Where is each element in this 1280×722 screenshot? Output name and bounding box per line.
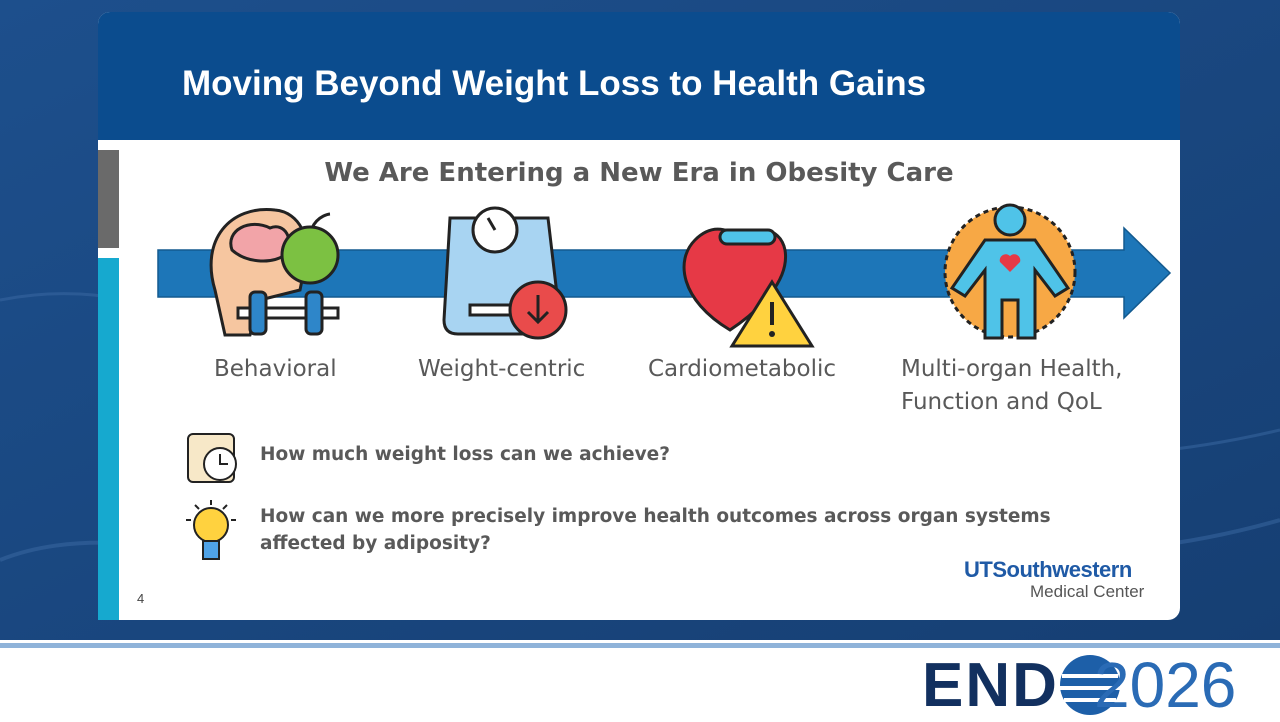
footer-rule — [0, 643, 1280, 648]
logo-brand: UTSouthwestern — [964, 557, 1132, 582]
slide-header — [98, 12, 1180, 140]
subtitle: We Are Entering a New Era in Obesity Car… — [324, 158, 954, 188]
side-bar — [98, 150, 119, 248]
question: How can we more precisely improve health… — [260, 506, 1051, 554]
weight-icon — [442, 206, 568, 340]
stage-label: Behavioral — [214, 356, 337, 382]
stage-label: Multi-organ Health, Function and QoL — [901, 356, 1123, 415]
cardio-icon — [682, 227, 815, 348]
stage-label: Weight-centric — [418, 356, 586, 382]
behavioral-icon — [209, 208, 340, 337]
endo-globe — [1060, 655, 1120, 715]
clock-icon — [187, 433, 237, 483]
endo-logo-left: END — [922, 651, 1059, 720]
stage-label: Cardiometabolic — [648, 356, 837, 382]
question: How much weight loss can we achieve? — [260, 444, 670, 465]
page-number: 4 — [137, 591, 145, 606]
logo-subtitle: Medical Center — [1030, 582, 1145, 601]
slide-title: Moving Beyond Weight Loss to Health Gain… — [182, 64, 927, 103]
lightbulb-icon — [186, 500, 236, 560]
slide-card — [98, 12, 1180, 620]
side-bar — [98, 258, 119, 620]
endo-logo-right: 2026 — [1094, 649, 1237, 721]
health-icon — [943, 203, 1077, 340]
